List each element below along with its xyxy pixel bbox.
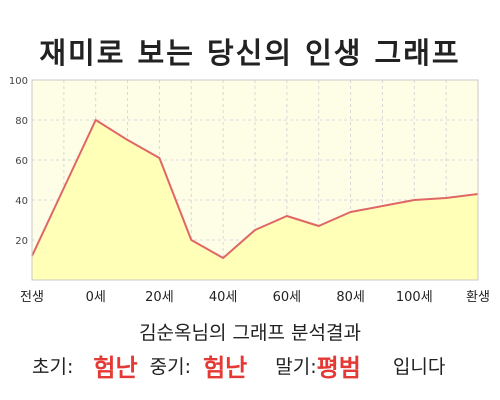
plot-frame — [31, 79, 479, 281]
area-fill — [32, 120, 478, 280]
x-tick-label: 80세 — [336, 290, 365, 305]
mid-stage-label: 중기: — [149, 356, 192, 378]
late-stage-label: 말기: — [275, 356, 317, 378]
chart-title: 재미로 보는 당신의 인생 그래프 — [39, 36, 461, 70]
x-tick-label: 40세 — [209, 290, 238, 305]
x-tick-label: 100세 — [396, 290, 433, 305]
y-tick-label: 40 — [15, 196, 28, 207]
y-tick-label: 60 — [15, 156, 28, 167]
series-line — [31, 119, 479, 259]
early-stage-value: 험난 — [93, 354, 138, 382]
analysis-result: 초기: 험난 중기: 험난 말기:평범 입니다 — [32, 348, 492, 383]
y-tick-label: 20 — [15, 236, 28, 247]
x-tick-label: 환생 — [466, 290, 490, 305]
life-graph-chart: 20 40 60 80 100 전생 0세 20세 40세 60세 80세 100세 환생 — [9, 76, 490, 305]
early-stage-label: 초기: — [32, 356, 74, 378]
result-suffix: 입니다 — [392, 356, 446, 378]
x-tick-label: 전생 — [20, 290, 44, 305]
y-tick-label: 80 — [15, 116, 28, 127]
x-tick-label: 20세 — [145, 290, 174, 305]
mid-stage-value: 험난 — [203, 354, 248, 382]
y-tick-label: 100 — [9, 76, 28, 87]
x-tick-label: 0세 — [86, 290, 106, 305]
x-tick-label: 60세 — [273, 290, 302, 305]
late-stage-value: 평범 — [316, 354, 361, 382]
analysis-subtitle: 김순옥님의 그래프 분석결과 — [139, 322, 361, 344]
